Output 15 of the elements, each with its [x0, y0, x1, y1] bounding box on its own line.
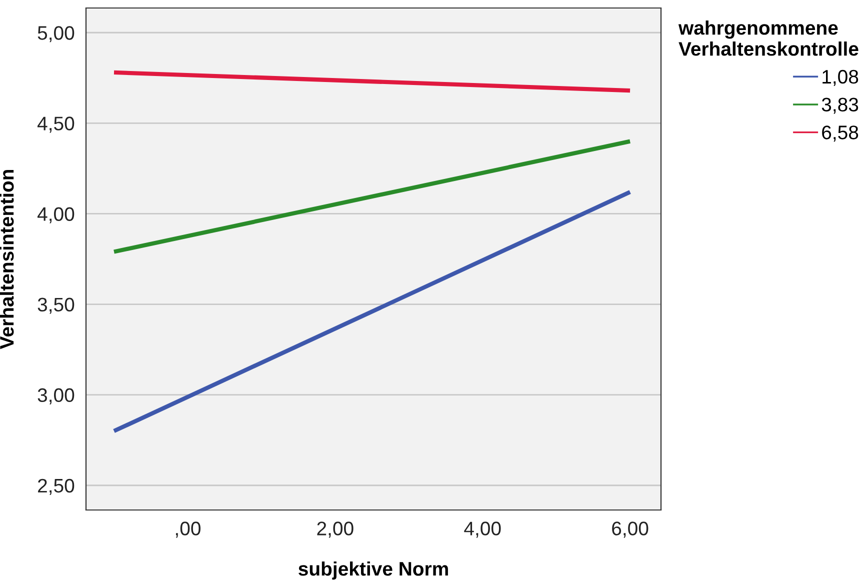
y-tick-label: 5,00 — [38, 26, 74, 42]
legend-label: 6,58 — [822, 126, 858, 142]
legend-label: 1,08 — [822, 70, 858, 86]
y-tick-label: 3,50 — [38, 298, 74, 314]
x-tick-label: 4,00 — [464, 522, 501, 538]
legend-title: wahrgenommene Verhaltenskontrolle — [678, 20, 858, 56]
x-tick-label: 2,00 — [317, 522, 354, 538]
x-axis-title: subjektive Norm — [298, 561, 448, 580]
legend-label: 3,83 — [822, 98, 858, 114]
y-tick-label: 4,50 — [37, 116, 74, 133]
y-tick-label: 3,00 — [38, 388, 74, 404]
x-tick-label: 6,00 — [612, 522, 648, 538]
y-tick-label: 2,50 — [38, 478, 74, 495]
x-tick-label: ,00 — [176, 522, 200, 538]
y-tick-label: 4,00 — [37, 207, 74, 224]
